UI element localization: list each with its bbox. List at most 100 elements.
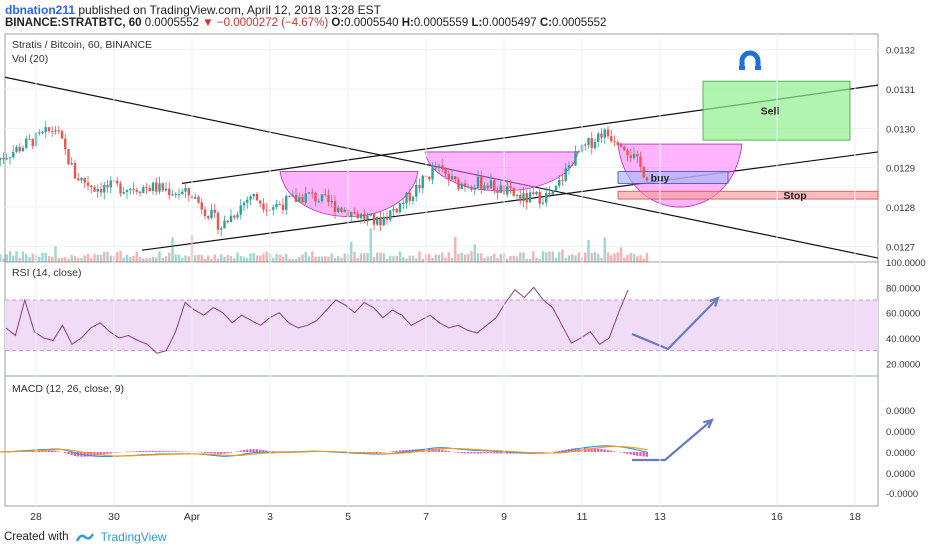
volume-bar [314, 256, 317, 262]
candle [15, 146, 18, 152]
candle [385, 216, 389, 220]
high-label: H: [401, 17, 414, 29]
macd-histogram-bar [96, 452, 99, 456]
candle [294, 195, 298, 202]
macd-histogram-bar [558, 450, 561, 452]
rsi-tick-label: 40.0000 [886, 334, 920, 345]
candle [8, 157, 12, 159]
candle [265, 209, 268, 211]
rsi-forecast-arrow [631, 297, 719, 351]
volume-bar [99, 255, 103, 262]
macd-tick-label: -0.0000 [886, 489, 918, 500]
price-change: −0.0000272 (−4.67%) [216, 17, 329, 29]
volume-bar [327, 256, 330, 262]
volume-bar [593, 251, 597, 262]
candle [164, 188, 168, 191]
candle [470, 186, 473, 190]
macd-histogram-bar [379, 452, 382, 453]
volume-bar [463, 254, 467, 262]
macd-histogram-bar [636, 452, 639, 456]
candle [460, 183, 463, 189]
candle [509, 186, 512, 189]
candle [249, 196, 252, 200]
candle [512, 188, 515, 196]
candle [320, 194, 324, 202]
volume-bar [340, 257, 343, 262]
volume-bar [493, 253, 496, 262]
candle [142, 187, 145, 194]
candle [47, 127, 51, 132]
volume-bar [207, 255, 210, 262]
candle [454, 176, 457, 180]
volume-bar [174, 254, 177, 262]
volume-bar [437, 254, 441, 262]
annotation-label-sell: Sell [761, 106, 780, 118]
candle [291, 195, 294, 197]
rsi-tick-label: 60.0000 [886, 309, 920, 320]
cup-shape-1 [279, 171, 419, 217]
macd-histogram-bar [210, 452, 213, 454]
macd-histogram-bar [473, 452, 476, 454]
volume-bar [239, 256, 242, 262]
candle [392, 208, 395, 211]
volume-bar [18, 257, 21, 262]
close-value: 0.0005552 [552, 17, 607, 29]
candle [184, 188, 187, 192]
author-link[interactable]: dbnation211 [5, 3, 76, 17]
volume-bar [428, 253, 431, 262]
volume-bar [408, 255, 411, 262]
macd-histogram-bar [600, 449, 603, 452]
tradingview-brand[interactable]: TradingView [100, 530, 167, 544]
candle [80, 177, 83, 181]
macd-histogram-bar [398, 450, 401, 452]
macd-histogram-bar [395, 450, 398, 452]
candle [577, 151, 580, 153]
candle [298, 197, 301, 202]
candle [135, 189, 138, 192]
macd-histogram-bar [51, 450, 54, 452]
candle [574, 151, 577, 166]
candle [606, 129, 610, 137]
macd-forecast-arrow [632, 419, 713, 462]
macd-histogram-bar [372, 452, 375, 454]
candle [415, 184, 418, 197]
volume-bar [187, 256, 190, 262]
candle [353, 212, 356, 214]
macd-histogram-bar [142, 450, 145, 452]
volume-bar [317, 256, 320, 262]
volume-bar [151, 256, 155, 262]
price-tick-label: 0.0132 [886, 46, 915, 57]
candle [447, 173, 450, 180]
macd-histogram-bar [561, 450, 564, 452]
macd-histogram-bar [460, 452, 463, 454]
macd-histogram-bar [103, 452, 106, 455]
publish-line: dbnation211 published on TradingView.com… [5, 3, 381, 17]
volume-bar [389, 255, 392, 262]
macd-histogram-bar [623, 452, 626, 454]
volume-bar [616, 252, 619, 262]
rsi-pane [5, 286, 878, 354]
candle [340, 207, 343, 212]
macd-histogram-bar [493, 452, 496, 454]
volume-bar [135, 251, 138, 262]
volume-bar [418, 251, 421, 262]
volume-bar [411, 255, 415, 262]
candle [132, 188, 135, 190]
volume-bar [142, 258, 145, 262]
volume-bar [541, 251, 545, 262]
last-price: 0.0005552 [144, 17, 200, 29]
macd-pane [0, 418, 714, 462]
volume-bar [265, 251, 268, 262]
macd-histogram-bar [226, 452, 229, 454]
volume-bar [80, 258, 83, 262]
candle [239, 205, 242, 215]
candle [603, 129, 606, 138]
volume-bar [460, 252, 463, 262]
volume-bar [392, 256, 395, 262]
candle [168, 188, 171, 196]
volume-bar [486, 256, 489, 262]
candle [275, 203, 278, 208]
candle [616, 142, 619, 145]
macd-histogram-bar [158, 450, 161, 452]
